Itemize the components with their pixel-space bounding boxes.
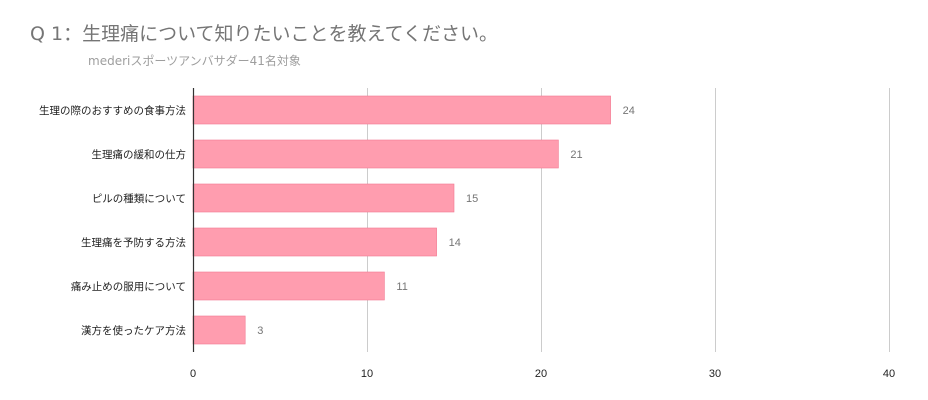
bar [192,95,611,125]
data-label: 3 [257,325,263,337]
category-label: ピルの種類について [92,192,186,205]
category-label: 生理痛を予防する方法 [81,236,186,249]
category-label: 生理痛の緩和の仕方 [92,148,187,161]
bar [192,139,559,169]
x-tick-label: 20 [535,368,547,380]
category-label: 痛み止めの服用について [71,280,186,293]
chart-subtitle: mederiスポーツアンバサダー41名対象 [88,54,301,68]
x-tick-label: 30 [709,368,721,380]
bar [192,183,455,213]
bar [192,271,385,301]
data-label: 14 [449,237,461,249]
data-label: 15 [466,193,478,205]
data-label: 21 [570,149,582,161]
x-tick-label: 40 [883,368,895,380]
x-tick-label: 0 [190,368,196,380]
x-tick-label: 10 [361,368,373,380]
data-label: 24 [623,105,635,117]
category-label: 漢方を使ったケア方法 [81,324,186,337]
bar [192,315,246,345]
bar [192,227,437,257]
data-label: 11 [396,281,407,293]
chart-title: Q 1：生理痛について知りたいことを教えてください。 [30,23,498,45]
category-label: 生理の際のおすすめの食事方法 [39,104,186,117]
